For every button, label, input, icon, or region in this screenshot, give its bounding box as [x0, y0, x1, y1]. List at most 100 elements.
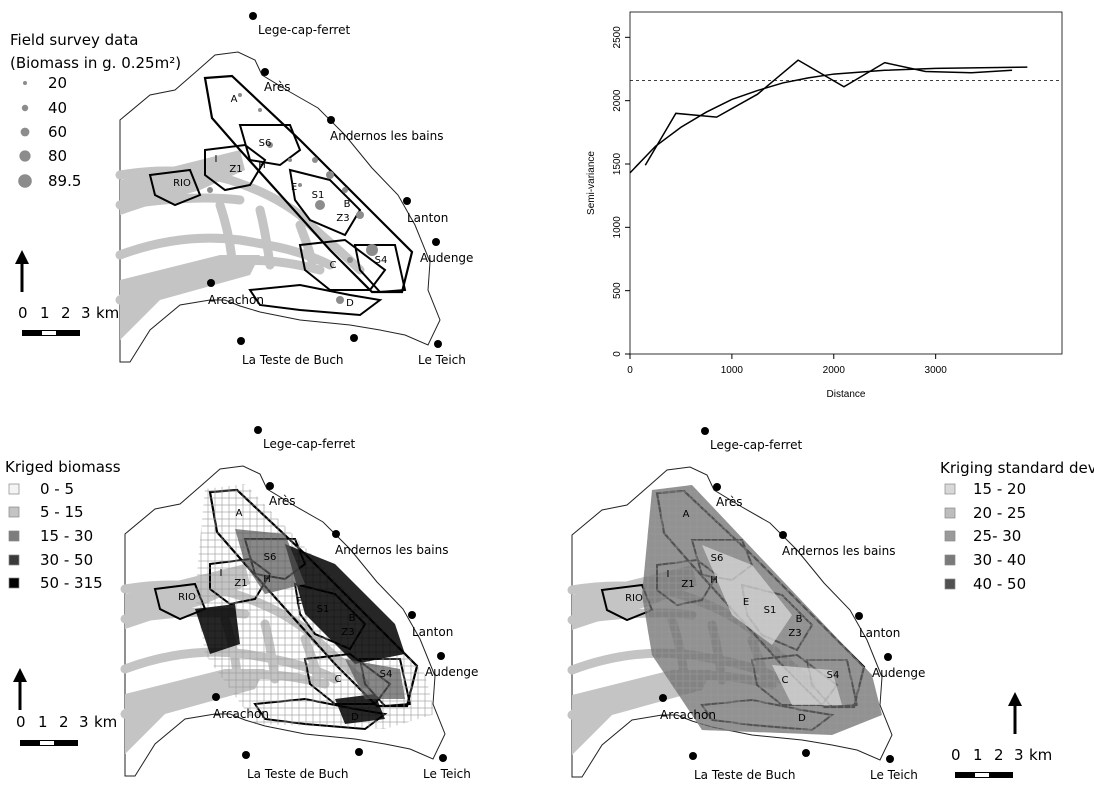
- legend-title: Field survey data: [10, 31, 138, 49]
- legend-title: Kriged biomass: [5, 458, 121, 476]
- y-tick-label: 2000: [612, 89, 623, 112]
- zone-label: S6: [264, 552, 277, 563]
- town-dot: [207, 279, 215, 287]
- town-label: Lege-cap-ferret: [258, 23, 350, 37]
- legend-title: (Biomass in g. 0.25m²): [10, 54, 181, 72]
- zone-label: S6: [259, 138, 272, 149]
- town-dot: [701, 427, 709, 435]
- legend-symbol: [23, 81, 27, 85]
- town-dot: [659, 694, 667, 702]
- town-label: La Teste de Buch: [694, 768, 796, 782]
- page: Lege-cap-ferret Arès Andernos les bains Lan…: [0, 0, 1094, 801]
- town-label: La Teste de Buch: [247, 767, 349, 781]
- zone-label: S1: [317, 604, 330, 615]
- zone-label: Z3: [336, 213, 349, 224]
- legend-symbol: [945, 531, 955, 541]
- legend-label: 30 - 40: [973, 551, 1026, 569]
- zone-label: RIO: [625, 593, 643, 604]
- zone-label: I: [667, 569, 670, 580]
- town-label: Lanton: [412, 625, 453, 639]
- town-label: Lanton: [407, 211, 448, 225]
- town-label: Arcachon: [208, 293, 264, 307]
- legend-label: 25- 30: [973, 527, 1021, 545]
- legend-symbol: [9, 484, 19, 494]
- legend-symbol: [9, 507, 19, 517]
- scale-label: 3: [1014, 746, 1024, 764]
- town-dot: [432, 238, 440, 246]
- town-dot: [855, 612, 863, 620]
- zone-label: Z1: [234, 578, 247, 589]
- legend-symbol: [945, 484, 955, 494]
- town-label: Le Teich: [423, 767, 471, 781]
- zone-label: S4: [375, 255, 388, 266]
- town-label: La Teste de Buch: [242, 353, 344, 367]
- town-label: Arès: [264, 80, 291, 94]
- town-label: Lege-cap-ferret: [710, 438, 802, 452]
- x-tick-label: 1000: [721, 365, 744, 376]
- zone-label: Z3: [788, 628, 801, 639]
- zone-label: H: [258, 160, 266, 171]
- scale-label: km: [94, 713, 117, 731]
- town-label: Arès: [716, 495, 743, 509]
- x-tick-label: 0: [627, 365, 633, 376]
- scale-label: 1: [973, 746, 983, 764]
- zone-label: S4: [380, 669, 393, 680]
- zone-label: E: [296, 596, 302, 607]
- y-tick-label: 0: [612, 351, 623, 357]
- scale-label: 2: [59, 713, 69, 731]
- town-dot: [439, 754, 447, 762]
- zone-label: B: [344, 199, 351, 210]
- zone-label: D: [351, 712, 359, 723]
- zone-label: B: [349, 613, 356, 624]
- town-label: Arcachon: [660, 708, 716, 722]
- zone-label: A: [236, 508, 243, 519]
- scale-label: 1: [38, 713, 48, 731]
- zone-label: A: [683, 509, 690, 520]
- legend-label: 40 - 50: [973, 575, 1026, 593]
- zone-label: S1: [764, 605, 777, 616]
- legend-symbol: [18, 174, 32, 188]
- zone-label: D: [346, 298, 354, 309]
- town-dot: [261, 68, 269, 76]
- town-dot: [350, 334, 358, 342]
- town-dot: [434, 340, 442, 348]
- zone-label: I: [220, 568, 223, 579]
- legend-label: 0 - 5: [40, 480, 74, 498]
- legend-label: 15 - 30: [40, 527, 93, 545]
- legend-symbol: [9, 531, 19, 541]
- zone-label: C: [330, 260, 337, 271]
- y-tick-label: 1000: [612, 216, 623, 239]
- zone-label: I: [215, 154, 218, 165]
- town-dot: [886, 755, 894, 763]
- town-label: Le Teich: [870, 768, 918, 782]
- scale-label: 2: [994, 746, 1004, 764]
- y-axis-label: Semi-variance: [586, 151, 597, 215]
- town-label: Andernos les bains: [782, 544, 896, 558]
- legend-label: 15 - 20: [973, 480, 1026, 498]
- town-label: Lege-cap-ferret: [263, 437, 355, 451]
- x-tick-label: 2000: [823, 365, 846, 376]
- zone-label: D: [798, 713, 806, 724]
- legend-label: 80: [48, 147, 67, 165]
- town-dot: [242, 751, 250, 759]
- legend-title: Kriging standard deviation: [940, 459, 1094, 477]
- scale-label: 3: [81, 304, 91, 322]
- legend-label: 20: [48, 74, 67, 92]
- town-label: Arès: [269, 494, 296, 508]
- zone-label: E: [291, 182, 297, 193]
- y-tick-label: 2500: [612, 26, 623, 49]
- town-dot: [266, 482, 274, 490]
- town-label: Andernos les bains: [335, 543, 449, 557]
- town-dot: [327, 116, 335, 124]
- town-label: Arcachon: [213, 707, 269, 721]
- scale-label: 0: [18, 304, 28, 322]
- legend-label: 50 - 315: [40, 574, 103, 592]
- basin-map: [120, 52, 440, 362]
- zone-label: B: [796, 614, 803, 625]
- legend-label: 89.5: [48, 172, 81, 190]
- legend-label: 5 - 15: [40, 503, 84, 521]
- legend-label: 20 - 25: [973, 504, 1026, 522]
- town-label: Audenge: [425, 665, 478, 679]
- zone-label: RIO: [173, 178, 191, 189]
- legend-label: 40: [48, 99, 67, 117]
